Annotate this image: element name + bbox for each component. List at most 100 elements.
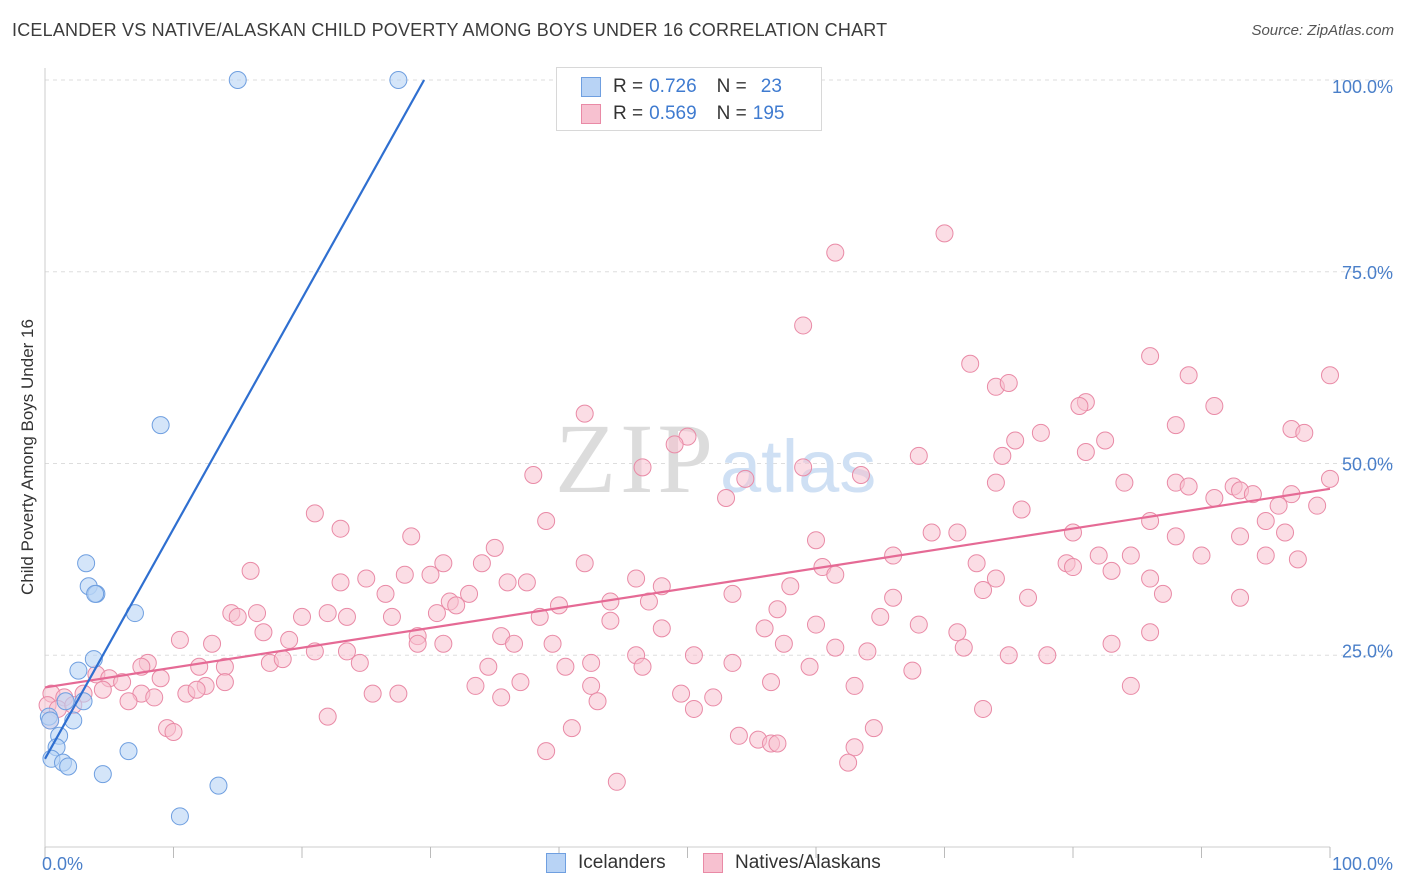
data-point-native [1153, 584, 1172, 603]
y-tick-label: 25.0% [1342, 641, 1393, 661]
data-point-native [293, 607, 311, 626]
data-point-native [1038, 646, 1057, 665]
data-point-native [704, 688, 723, 707]
data-point-native [800, 657, 819, 676]
data-point-native [485, 538, 504, 557]
trend-line-icelanders [44, 79, 426, 760]
data-point-native [1064, 558, 1082, 577]
data-point-native [1243, 485, 1262, 504]
data-point-native [543, 634, 562, 653]
data-point-native [447, 596, 466, 615]
data-point-native [479, 657, 498, 676]
data-point-native [736, 469, 755, 488]
data-point-native [1121, 546, 1140, 565]
legend-label: Natives/Alaskans [735, 852, 881, 873]
data-point-native [845, 676, 864, 695]
data-point-native [826, 565, 845, 584]
data-point-native [948, 623, 967, 642]
data-point-native [170, 630, 189, 649]
data-point-native [839, 753, 858, 772]
data-point-icelander [209, 776, 228, 795]
data-point-native [280, 630, 299, 649]
data-point-native [556, 657, 575, 676]
data-point-native [755, 619, 774, 638]
data-point-native [826, 638, 845, 657]
data-point-native [851, 466, 870, 485]
data-point-native [909, 446, 928, 465]
legend-item-icelanders[interactable]: Icelanders [546, 852, 666, 874]
data-point-icelander [228, 71, 247, 89]
data-point-native [993, 446, 1012, 465]
data-point-native [1231, 588, 1250, 607]
data-point-native [935, 224, 954, 243]
data-point-native [607, 772, 626, 791]
data-point-native [524, 466, 543, 485]
data-point-native [305, 504, 324, 523]
data-point-icelander [389, 71, 408, 89]
data-point-native [922, 523, 941, 542]
data-point-native [113, 673, 132, 692]
data-point-native [1205, 396, 1224, 415]
data-point-native [228, 607, 247, 626]
legend-row-natives: R = 0.569 N = 195 [581, 102, 784, 126]
data-point-native [1288, 550, 1307, 569]
data-point-native [537, 742, 556, 761]
data-point-native [1141, 347, 1160, 366]
data-point-native [826, 243, 845, 262]
data-point-native [1076, 442, 1095, 461]
data-point-native [1321, 366, 1339, 385]
data-point-native [1115, 473, 1134, 492]
data-point-native [1231, 527, 1250, 546]
data-point-native [248, 604, 267, 623]
data-point-native [781, 577, 800, 596]
data-point-native [768, 734, 787, 753]
data-point-native [723, 584, 742, 603]
data-point-native [151, 669, 170, 688]
legend-swatch-blue [581, 77, 601, 97]
data-point-native [505, 634, 524, 653]
data-point-native [498, 573, 517, 592]
data-point-native [164, 722, 183, 741]
data-point-native [1070, 396, 1089, 415]
data-point-icelander [170, 807, 189, 826]
data-point-native [1269, 496, 1288, 515]
data-point-icelander [59, 757, 78, 776]
data-point-icelander [69, 661, 88, 680]
data-point-native [575, 404, 594, 423]
data-point-native [665, 435, 684, 454]
data-point-native [684, 646, 703, 665]
data-point-native [363, 684, 382, 703]
data-point-native [1121, 676, 1140, 695]
data-point-native [1256, 546, 1275, 565]
data-point-native [119, 692, 138, 711]
data-point-native [215, 673, 234, 692]
data-point-native [421, 565, 440, 584]
data-point-native [331, 573, 350, 592]
data-point-native [1096, 431, 1115, 450]
legend-item-natives[interactable]: Natives/Alaskans [703, 852, 881, 874]
data-point-native [1166, 416, 1185, 435]
data-point-native [1179, 477, 1198, 496]
legend-n-label: N = [716, 76, 747, 97]
data-point-native [389, 684, 408, 703]
y-tick-label: 50.0% [1342, 455, 1393, 475]
data-point-icelander [86, 584, 105, 603]
data-point-native [472, 554, 491, 573]
data-point-native [807, 615, 825, 634]
data-point-native [974, 699, 993, 718]
data-point-native [382, 607, 401, 626]
data-point-native [948, 523, 967, 542]
icelanders-points [39, 71, 408, 826]
data-point-native [395, 565, 414, 584]
data-point-native [460, 584, 479, 603]
data-point-native [999, 646, 1018, 665]
legend-swatch-pink [703, 853, 723, 873]
data-point-icelander [151, 416, 170, 435]
data-point-native [1102, 561, 1121, 580]
data-point-native [318, 604, 337, 623]
data-point-native [550, 596, 568, 615]
data-point-native [1012, 500, 1031, 519]
data-point-native [408, 634, 427, 653]
data-point-native [633, 458, 652, 477]
